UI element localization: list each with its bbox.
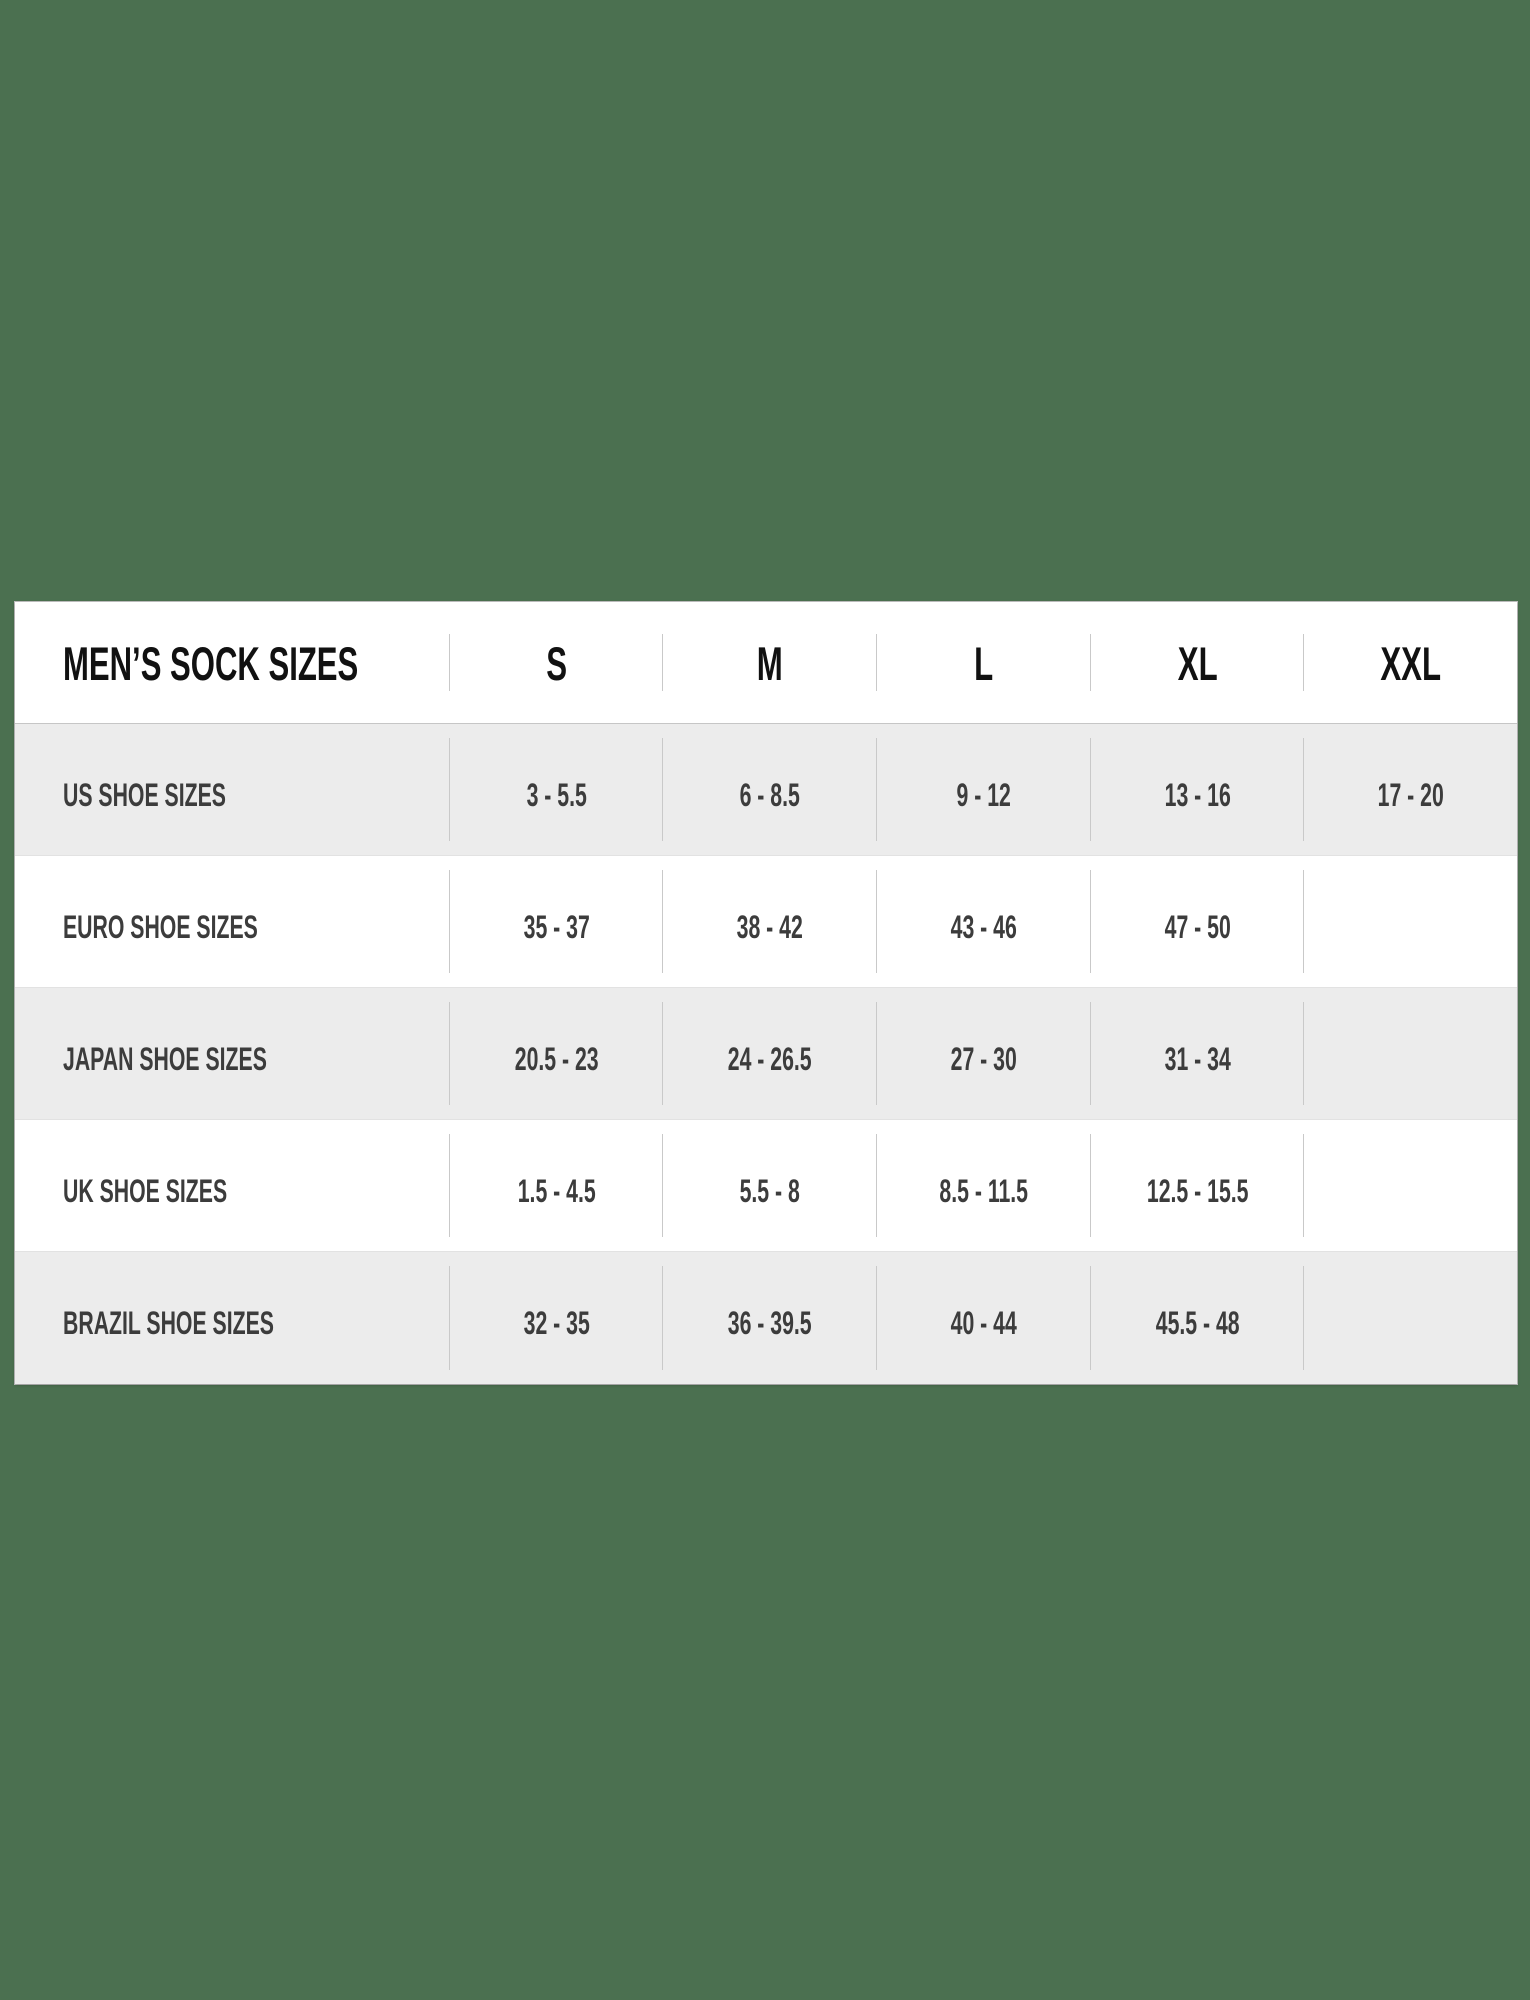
svg-text:JAPAN SHOE SIZES: JAPAN SHOE SIZES xyxy=(63,1041,267,1077)
svg-text:1.5 - 4.5: 1.5 - 4.5 xyxy=(517,1173,595,1209)
svg-text:UK SHOE SIZES: UK SHOE SIZES xyxy=(63,1173,227,1209)
svg-text:8.5 - 11.5: 8.5 - 11.5 xyxy=(939,1173,1028,1209)
svg-text:9 - 12: 9 - 12 xyxy=(956,777,1010,813)
svg-text:12.5 - 15.5: 12.5 - 15.5 xyxy=(1147,1173,1249,1209)
svg-text:BRAZIL SHOE SIZES: BRAZIL SHOE SIZES xyxy=(63,1305,274,1341)
svg-text:XXL: XXL xyxy=(1381,637,1442,690)
svg-text:43 - 46: 43 - 46 xyxy=(951,909,1017,945)
svg-text:32 - 35: 32 - 35 xyxy=(523,1305,589,1341)
svg-text:S: S xyxy=(546,637,567,690)
svg-text:20.5 - 23: 20.5 - 23 xyxy=(514,1041,598,1077)
svg-text:31 - 34: 31 - 34 xyxy=(1164,1041,1230,1077)
svg-text:27 - 30: 27 - 30 xyxy=(951,1041,1017,1077)
svg-text:MEN’S SOCK SIZES: MEN’S SOCK SIZES xyxy=(63,637,358,690)
svg-text:38 - 42: 38 - 42 xyxy=(737,909,803,945)
svg-text:24 - 26.5: 24 - 26.5 xyxy=(728,1041,812,1077)
svg-text:XL: XL xyxy=(1177,637,1217,690)
svg-text:US SHOE SIZES: US SHOE SIZES xyxy=(63,777,226,813)
svg-text:L: L xyxy=(974,637,993,690)
svg-text:EURO SHOE SIZES: EURO SHOE SIZES xyxy=(63,909,258,945)
svg-text:35 - 37: 35 - 37 xyxy=(523,909,589,945)
svg-text:3 - 5.5: 3 - 5.5 xyxy=(526,777,586,813)
svg-text:40 - 44: 40 - 44 xyxy=(951,1305,1017,1341)
svg-text:M: M xyxy=(757,637,783,690)
svg-text:36 - 39.5: 36 - 39.5 xyxy=(728,1305,812,1341)
svg-text:47 - 50: 47 - 50 xyxy=(1164,909,1230,945)
svg-text:17 - 20: 17 - 20 xyxy=(1378,777,1444,813)
svg-text:5.5 - 8: 5.5 - 8 xyxy=(740,1173,800,1209)
svg-text:45.5 - 48: 45.5 - 48 xyxy=(1155,1305,1239,1341)
svg-text:13 - 16: 13 - 16 xyxy=(1164,777,1230,813)
svg-text:6 - 8.5: 6 - 8.5 xyxy=(740,777,800,813)
